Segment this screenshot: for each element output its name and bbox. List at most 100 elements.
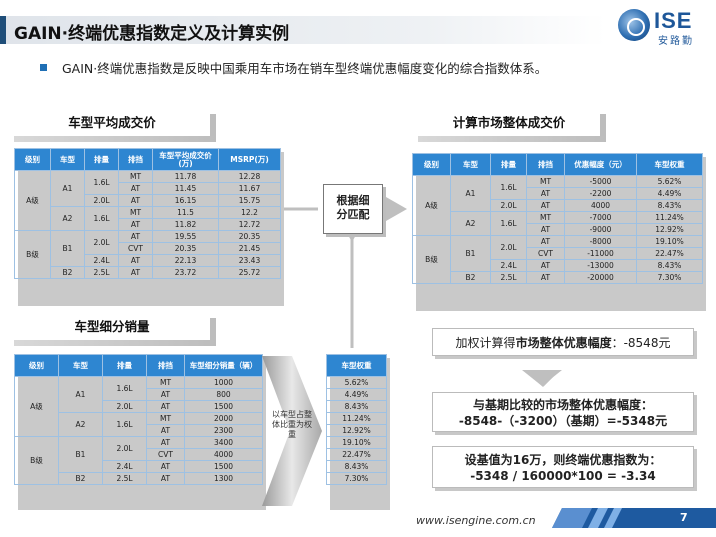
table-cell: MT: [526, 175, 565, 188]
table-cell: 7.30%: [636, 271, 703, 284]
match-box-line: 根据细: [336, 194, 370, 207]
table-cell: -7000: [564, 211, 637, 224]
table-cell: -11000: [564, 247, 637, 260]
table-row: 12.92%: [326, 424, 387, 437]
table-cell: 2300: [184, 424, 263, 437]
table-cell: 11.24%: [636, 211, 703, 224]
title-accent: [0, 16, 6, 44]
result-prefix: 加权计算得: [455, 336, 516, 350]
table-cell: 25.72: [218, 266, 281, 279]
model-cell: B1: [50, 230, 85, 267]
table-cell: AT: [118, 230, 153, 243]
table-cell: CVT: [146, 448, 185, 461]
table-header: 优惠幅度（元）: [564, 153, 637, 176]
table-row: A级 A1 1.6L MT 1000: [14, 376, 263, 437]
result-line: 设基值为16万，则终端优惠指数为：: [464, 453, 662, 467]
model-cell: A2: [58, 412, 103, 437]
table-cell: MT: [526, 211, 565, 224]
sales-table: 级别 车型 排量 排挡 车型细分销量（辆） A级 A1 1.6L MT 1000 AT 80…: [14, 354, 263, 485]
model-cell: A1: [50, 170, 85, 207]
weight-table: 车型权重 5.62% 4.49% 8.43% 11.24% 12.92% 19.10% 22…: [326, 354, 387, 485]
result-line: -5348 / 160000*100 = -3.34: [470, 469, 656, 483]
table-cell: AT: [146, 388, 185, 401]
table-row: A2 1.6L MT -7000 11.24%: [413, 211, 703, 236]
table-row: CVT 20.35 21.45: [15, 242, 281, 255]
table-cell: AT: [146, 424, 185, 437]
displacement-cell: 2.0L: [84, 230, 119, 255]
table-cell: -20000: [564, 271, 637, 284]
weight-cell: 8.43%: [326, 400, 387, 413]
table-header: 排量: [84, 148, 119, 171]
table-cell: -2200: [564, 187, 637, 200]
table-cell: AT: [146, 460, 185, 473]
table-cell: AT: [118, 266, 153, 279]
table-cell: 8.43%: [636, 199, 703, 212]
table-cell: 12.72: [218, 218, 281, 231]
table-cell: AT: [146, 472, 185, 485]
model-cell: A1: [450, 175, 491, 212]
displacement-cell: 2.0L: [102, 400, 147, 413]
displacement-cell: 1.6L: [84, 206, 119, 231]
table-row: B级 B1 2.0L AT -8000 19.10%: [412, 235, 703, 284]
logo-subtitle: 安路勤: [658, 36, 694, 47]
table-row: CVT -11000 22.47%: [413, 247, 703, 260]
section-title-avg-price: 车型平均成交价: [14, 110, 216, 142]
displacement-cell: 1.6L: [490, 175, 527, 200]
table-cell: 1500: [184, 400, 263, 413]
displacement-cell: 1.6L: [102, 412, 147, 437]
table-header: 排挡: [118, 148, 153, 171]
table-cell: 11.82: [152, 218, 219, 231]
table-cell: 19.10%: [636, 235, 703, 248]
table-row: A级 A1 1.6L MT 11.78 12.28: [14, 170, 281, 231]
table-header: MSRP(万): [218, 148, 281, 171]
weight-cell: 12.92%: [326, 424, 387, 437]
down-arrow-icon: [522, 370, 562, 386]
match-box: 根据细 分匹配: [323, 184, 383, 234]
model-cell: A2: [50, 206, 85, 231]
table-cell: 12.2: [218, 206, 281, 219]
table-cell: 3400: [184, 436, 263, 449]
table-row: B2 2.5L AT 23.72 25.72: [15, 266, 281, 279]
table-cell: 11.67: [218, 182, 281, 195]
table-row: 2.4L AT -13000 8.43%: [413, 259, 703, 272]
page-title: GAIN·终端优惠指数定义及计算实例: [14, 24, 290, 44]
table-cell: 1500: [184, 460, 263, 473]
intro-text: GAIN·终端优惠指数是反映中国乘用车市场在销车型终端优惠幅度变化的综合指数体系…: [62, 61, 548, 76]
class-cell: A级: [412, 175, 451, 236]
table-cell: AT: [526, 271, 565, 284]
displacement-cell: 1.6L: [84, 170, 119, 195]
displacement-cell: 2.0L: [102, 436, 147, 461]
table-cell: 22.13: [152, 254, 219, 267]
table-cell: -13000: [564, 259, 637, 272]
page-number: 7: [680, 511, 688, 524]
footer-band: [552, 508, 716, 528]
table-row: AT 11.82 12.72: [15, 218, 281, 231]
table-row: 11.24%: [326, 412, 387, 425]
model-cell: B1: [58, 436, 103, 473]
table-cell: 23.72: [152, 266, 219, 279]
table-row: 22.47%: [326, 448, 387, 461]
displacement-cell: 2.5L: [102, 472, 147, 485]
section-title-market-price: 计算市场整体成交价: [418, 110, 606, 142]
weight-cell: 8.43%: [326, 460, 387, 473]
table-header: 车型平均成交价(万): [152, 148, 219, 171]
logo-icon: [618, 9, 650, 41]
title-bar: [0, 16, 606, 44]
table-header: 排量: [490, 153, 527, 176]
result-box-index: 设基值为16万，则终端优惠指数为： -5348 / 160000*100 = -…: [432, 446, 694, 488]
model-cell: B2: [58, 472, 103, 485]
footer-url: www.isengine.com.cn: [416, 514, 536, 527]
table-header: 排量: [102, 354, 147, 377]
weight-arrow-icon: [262, 356, 322, 506]
class-cell: B级: [14, 436, 59, 485]
displacement-cell: 1.6L: [490, 211, 527, 236]
table-cell: AT: [526, 235, 565, 248]
displacement-cell: 2.0L: [490, 235, 527, 260]
weight-cell: 4.49%: [326, 388, 387, 401]
displacement-cell: 2.0L: [490, 199, 527, 212]
table-cell: -9000: [564, 223, 637, 236]
table-cell: AT: [526, 187, 565, 200]
table-cell: 15.75: [218, 194, 281, 207]
table-cell: CVT: [526, 247, 565, 260]
table-cell: 4.49%: [636, 187, 703, 200]
